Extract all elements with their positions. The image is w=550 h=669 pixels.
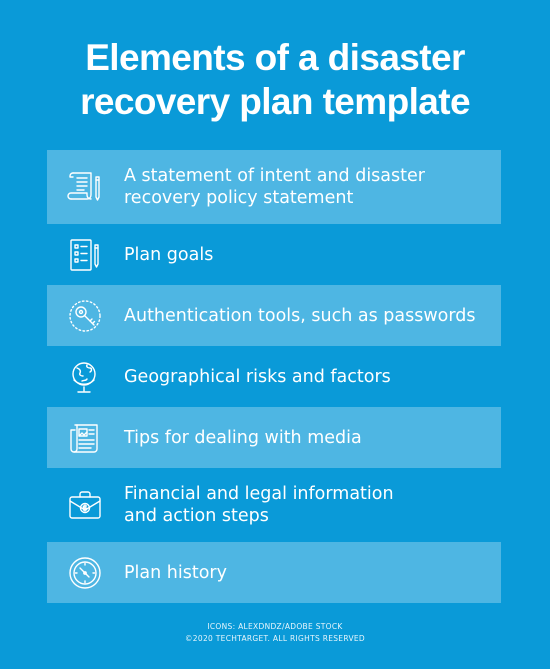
title-line-1: Elements of a disaster [85, 37, 465, 78]
briefcase-dollar-icon [67, 487, 103, 523]
list-item-media-tips: Tips for dealing with media [47, 407, 501, 468]
key-icon [67, 298, 103, 334]
list-item-label: Financial and legal information and acti… [124, 483, 394, 527]
list-item-label: Plan history [124, 562, 227, 584]
label-line: A statement of intent and disaster [124, 166, 425, 186]
label-line: Plan history [124, 562, 227, 583]
label-line: Geographical risks and factors [124, 366, 391, 387]
copyright-notice: ©2020 TECHTARGET. ALL RIGHTS RESERVED [185, 634, 365, 643]
list-item-geographical-risks: Geographical risks and factors [47, 346, 501, 407]
clock-icon [67, 555, 103, 591]
list-item-label: Tips for dealing with media [124, 427, 362, 449]
label-line: Authentication tools, such as passwords [124, 305, 476, 326]
label-line: Tips for dealing with media [124, 427, 362, 448]
page-title: Elements of a disaster recovery plan tem… [0, 36, 550, 124]
elements-list: A statement of intent and disaster recov… [47, 150, 501, 603]
label-line: Plan goals [124, 244, 214, 265]
list-item-label: Authentication tools, such as passwords [124, 305, 476, 327]
list-item-plan-history: Plan history [47, 542, 501, 603]
list-item-statement-of-intent: A statement of intent and disaster recov… [47, 150, 501, 224]
icons-credit: ICONS: ALEXDNDZ/ADOBE STOCK [207, 622, 343, 631]
credits: ICONS: ALEXDNDZ/ADOBE STOCK ©2020 TECHTA… [0, 621, 550, 645]
title-line-2: recovery plan template [80, 81, 470, 122]
label-line: Financial and legal information [124, 484, 394, 504]
label-line: recovery policy statement [124, 188, 354, 208]
globe-icon [67, 359, 103, 395]
list-item-plan-goals: Plan goals [47, 224, 501, 285]
list-item-financial-legal: Financial and legal information and acti… [47, 468, 501, 542]
list-item-label: Plan goals [124, 244, 213, 266]
list-item-label: Geographical risks and factors [124, 366, 391, 388]
document-pen-icon [67, 169, 103, 205]
list-item-authentication-tools: Authentication tools, such as passwords [47, 285, 501, 346]
newspaper-icon [67, 420, 103, 456]
list-item-label: A statement of intent and disaster recov… [124, 165, 425, 209]
checklist-pencil-icon [67, 237, 103, 273]
label-line: and action steps [124, 506, 269, 526]
